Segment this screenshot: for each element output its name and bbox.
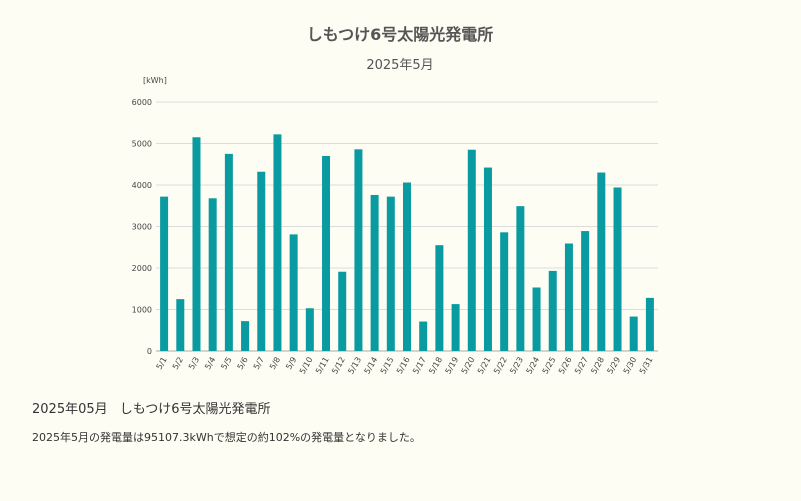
- x-tick-label: 5/18: [427, 356, 444, 376]
- bar: [176, 299, 185, 351]
- bar: [532, 287, 541, 351]
- bar: [597, 172, 606, 351]
- caption-summary: 2025年5月の発電量は95107.3kWhで想定の約102%の発電量となりまし…: [32, 431, 421, 444]
- bar: [500, 232, 509, 351]
- bar: [386, 196, 395, 351]
- bar: [208, 198, 217, 351]
- bar: [224, 153, 233, 351]
- bar: [160, 196, 169, 351]
- x-tick-label: 5/2: [171, 356, 185, 372]
- bar: [305, 308, 314, 351]
- x-tick-label: 5/27: [573, 356, 590, 376]
- bar: [289, 234, 298, 351]
- caption-plant-name: しもつけ6号太陽光発電所: [119, 402, 271, 417]
- caption-heading: 2025年05月 しもつけ6号太陽光発電所: [32, 398, 279, 417]
- x-tick-label: 5/6: [236, 356, 250, 372]
- bar: [613, 187, 622, 351]
- bar: [403, 182, 411, 351]
- bar: [338, 271, 347, 351]
- x-tick-label: 5/8: [268, 356, 282, 372]
- bar: [419, 321, 428, 351]
- y-tick-label: 1000: [132, 306, 152, 315]
- x-tick-label: 5/29: [605, 356, 622, 376]
- x-tick-label: 5/16: [395, 356, 412, 376]
- bar: [516, 206, 525, 351]
- bar: [467, 149, 476, 351]
- x-tick-label: 5/17: [411, 356, 428, 376]
- x-tick-label: 5/15: [379, 356, 396, 376]
- caption-date: 2025年05月: [32, 402, 108, 417]
- x-tick-label: 5/24: [525, 356, 542, 376]
- x-axis-ticks: 5/1 5/2 5/3 5/4 5/5 5/6 5/7 5/8 5/9 5/10 5/11 5/12 5…: [155, 355, 655, 375]
- bar: [192, 137, 201, 351]
- bar: [451, 304, 460, 351]
- y-axis-ticks: 0 1000 2000 3000 4000 5000 6000: [132, 98, 152, 356]
- bar: [564, 243, 573, 351]
- y-tick-label: 5000: [132, 140, 152, 149]
- bar: [548, 270, 557, 351]
- bar: [645, 297, 654, 351]
- bar: [370, 194, 379, 351]
- x-tick-label: 5/25: [541, 356, 558, 376]
- x-tick-label: 5/30: [622, 356, 639, 376]
- x-tick-label: 5/28: [589, 356, 606, 376]
- x-tick-label: 5/23: [508, 356, 525, 376]
- y-tick-label: 3000: [132, 223, 152, 232]
- x-tick-label: 5/13: [346, 356, 363, 376]
- bars: [160, 134, 654, 351]
- x-tick-label: 5/19: [444, 356, 461, 376]
- bar: [629, 316, 638, 351]
- x-tick-label: 5/14: [363, 356, 380, 376]
- chart-title: しもつけ6号太陽光発電所: [307, 25, 494, 44]
- bar-chart: しもつけ6号太陽光発電所 2025年5月 [kWh] 0 1000 2000 3000…: [132, 25, 658, 376]
- x-tick-label: 5/12: [330, 356, 347, 376]
- bar: [322, 155, 331, 351]
- x-tick-label: 5/26: [557, 356, 574, 376]
- x-tick-label: 5/3: [187, 356, 201, 372]
- bar: [273, 134, 282, 351]
- x-tick-label: 5/4: [203, 356, 217, 372]
- y-axis-unit-label: [kWh]: [143, 76, 167, 85]
- x-tick-label: 5/1: [155, 356, 169, 372]
- y-tick-label: 6000: [132, 98, 152, 107]
- bar: [257, 171, 266, 351]
- y-tick-label: 2000: [132, 264, 152, 273]
- bar: [354, 149, 363, 351]
- chart-subtitle: 2025年5月: [366, 58, 433, 73]
- x-tick-label: 5/5: [219, 356, 233, 372]
- bar: [435, 245, 444, 351]
- x-tick-label: 5/11: [314, 356, 331, 376]
- bar: [483, 167, 492, 351]
- y-tick-label: 4000: [132, 181, 152, 190]
- chart-area: しもつけ6号太陽光発電所 2025年5月 [kWh] 0 1000 2000 3000…: [132, 25, 658, 376]
- x-tick-label: 5/21: [476, 356, 493, 376]
- bar: [581, 231, 590, 351]
- x-tick-label: 5/31: [638, 356, 655, 376]
- x-tick-label: 5/7: [252, 356, 266, 372]
- x-tick-label: 5/20: [460, 356, 477, 376]
- y-tick-label: 0: [147, 347, 152, 356]
- x-tick-label: 5/9: [284, 356, 298, 372]
- bar: [241, 321, 250, 351]
- x-tick-label: 5/10: [298, 356, 315, 376]
- x-tick-label: 5/22: [492, 355, 509, 375]
